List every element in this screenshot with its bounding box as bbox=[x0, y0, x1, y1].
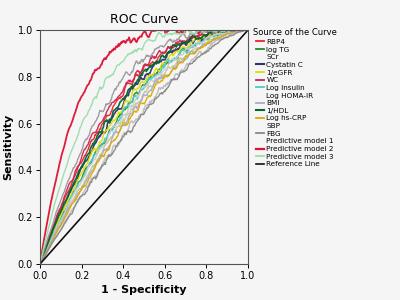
Title: ROC Curve: ROC Curve bbox=[110, 13, 178, 26]
Legend: RBP4, log TG, SCr, Cystatin C, 1/eGFR, WC, Log Insulin, Log HOMA-IR, BMI, 1/HDL,: RBP4, log TG, SCr, Cystatin C, 1/eGFR, W… bbox=[252, 28, 338, 168]
Y-axis label: Sensitivity: Sensitivity bbox=[4, 114, 14, 180]
X-axis label: 1 - Specificity: 1 - Specificity bbox=[101, 285, 187, 295]
